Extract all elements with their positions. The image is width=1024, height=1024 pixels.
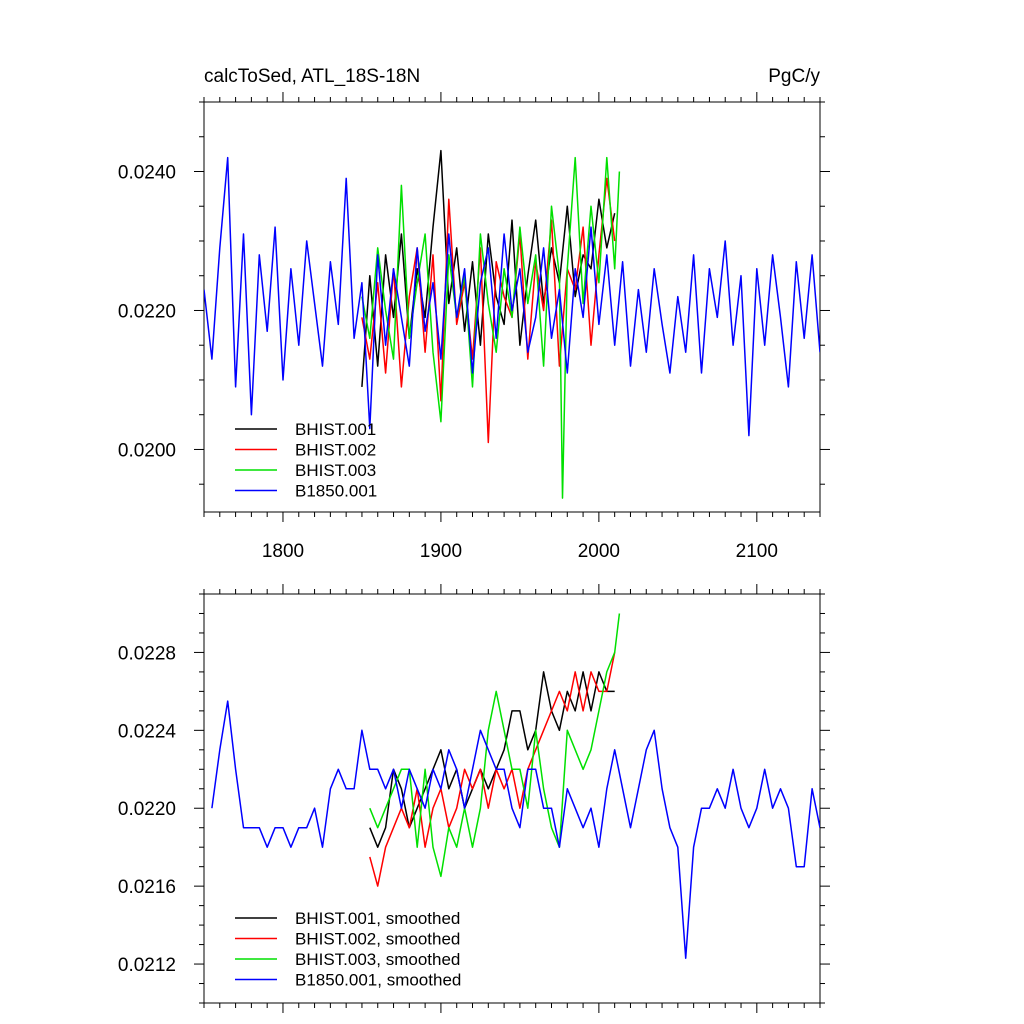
top-legend-label: BHIST.001 [295, 420, 376, 439]
bottom-panel: 0.0212 0.0216 0.0220 0.0224 0.0228 BHIST.001,… [118, 584, 830, 1013]
top-series-line-3 [361, 156, 621, 499]
top-series-line-2 [361, 177, 616, 444]
top-panel: 1800 1900 2000 2100 0.0200 0.0220 0.0240 calcTo… [118, 66, 830, 562]
bottom-series-line-4 [211, 700, 820, 959]
top-series-line-4 [204, 156, 820, 437]
top-x-tick-label: 2100 [736, 541, 778, 562]
bottom-legend-label: B1850.001, smoothed [295, 971, 461, 990]
chart-units: PgC/y [768, 66, 820, 87]
top-y-tick-label: 0.0220 [118, 301, 176, 322]
top-series-line-1 [361, 149, 616, 387]
bottom-y-tick-label: 0.0228 [118, 643, 176, 664]
top-plot-frame [203, 101, 821, 513]
bottom-plot-frame [203, 593, 821, 1004]
top-legend-label: BHIST.002 [295, 441, 376, 460]
bottom-series-group [211, 613, 820, 959]
bottom-series-line-3 [369, 613, 621, 878]
top-series-group [204, 149, 820, 499]
top-x-tick-label: 1800 [262, 541, 304, 562]
top-x-tick-label: 2000 [578, 541, 620, 562]
bottom-y-tick-label: 0.0216 [118, 877, 176, 898]
top-y-tick-label: 0.0240 [118, 162, 176, 183]
bottom-legend-label: BHIST.003, smoothed [295, 950, 460, 969]
top-legend-label: BHIST.003 [295, 461, 376, 480]
bottom-y-tick-label: 0.0224 [118, 721, 177, 742]
bottom-series-line-2 [369, 652, 616, 887]
bottom-y-tick-label: 0.0212 [118, 955, 176, 976]
bottom-legend-label: BHIST.001, smoothed [295, 909, 460, 928]
top-y-tick-label: 0.0200 [118, 440, 176, 461]
top-x-tick-label: 1900 [420, 541, 462, 562]
bottom-legend-label: BHIST.002, smoothed [295, 930, 460, 949]
top-legend-label: B1850.001 [295, 482, 377, 501]
chart-title: calcToSed, ATL_18S-18N [204, 66, 420, 87]
bottom-y-tick-label: 0.0220 [118, 799, 176, 820]
